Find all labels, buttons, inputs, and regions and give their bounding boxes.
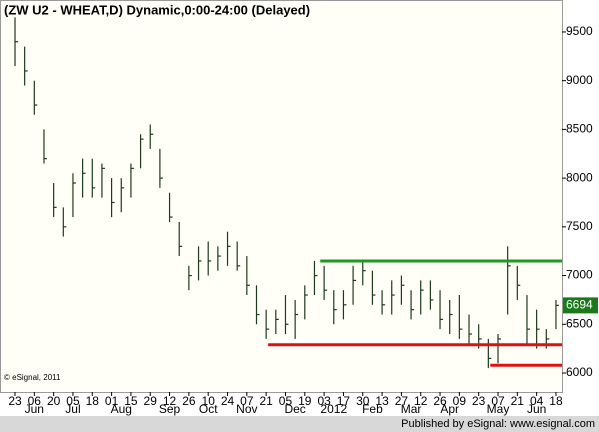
- x-tick-label: 26: [182, 394, 196, 408]
- y-tick-label: 8000: [566, 170, 593, 184]
- month-label: Mar: [401, 402, 422, 416]
- x-tick-label: 09: [453, 394, 467, 408]
- x-tick-label: 18: [549, 394, 563, 408]
- y-tick-label: 6500: [566, 316, 593, 330]
- x-tick-label: 21: [511, 394, 525, 408]
- x-tick-label: 07: [240, 394, 254, 408]
- month-label: Oct: [199, 402, 218, 416]
- x-tick-label: 23: [472, 394, 486, 408]
- x-tick-label: 04: [530, 394, 544, 408]
- last-price-label: 6694: [566, 298, 593, 312]
- x-tick-label: 07: [491, 394, 505, 408]
- x-tick-label: 21: [259, 394, 273, 408]
- chart-title: (ZW U2 - WHEAT,D) Dynamic,0:00-24:00 (De…: [4, 2, 310, 17]
- x-tick-label: 26: [433, 394, 447, 408]
- x-tick-label: 19: [298, 394, 312, 408]
- y-tick-label: 7000: [566, 268, 593, 282]
- y-tick-label: 6000: [566, 365, 593, 379]
- x-tick-label: 13: [375, 394, 389, 408]
- x-tick-label: 18: [86, 394, 100, 408]
- x-tick-label: 12: [163, 394, 177, 408]
- month-label: Jul: [65, 402, 80, 416]
- x-tick-label: 05: [279, 394, 293, 408]
- x-tick-label: 24: [221, 394, 235, 408]
- x-tick-label: 05: [66, 394, 80, 408]
- y-tick-label: 7500: [566, 219, 593, 233]
- x-tick-label: 29: [144, 394, 158, 408]
- month-label: Jun: [527, 402, 546, 416]
- x-tick-label: 12: [414, 394, 428, 408]
- month-label: Nov: [236, 402, 257, 416]
- y-tick-label: 9500: [566, 24, 593, 38]
- footer-bar: [0, 416, 599, 432]
- x-tick-label: 01: [105, 394, 119, 408]
- footer: Published by eSignal: www.esignal.com: [401, 418, 595, 430]
- copyright: © eSignal, 2011: [4, 373, 61, 382]
- last-price-box: [563, 297, 598, 314]
- month-label: Apr: [440, 402, 459, 416]
- month-label: Sep: [159, 402, 181, 416]
- y-tick-label: 8500: [566, 122, 593, 136]
- x-tick-label: 03: [317, 394, 331, 408]
- month-label: Feb: [362, 402, 383, 416]
- x-tick-label: 27: [395, 394, 409, 408]
- x-tick-label: 15: [124, 394, 138, 408]
- month-label: 2012: [320, 402, 347, 416]
- x-tick-label: 30: [356, 394, 370, 408]
- x-tick-label: 06: [28, 394, 42, 408]
- y-tick-label: 9000: [566, 73, 593, 87]
- month-label: Dec: [284, 402, 305, 416]
- x-tick-label: 10: [202, 394, 216, 408]
- month-label: May: [487, 402, 510, 416]
- month-label: Jun: [25, 402, 44, 416]
- x-tick-label: 20: [47, 394, 61, 408]
- x-tick-label: 23: [8, 394, 22, 408]
- month-label: Aug: [111, 402, 132, 416]
- x-tick-label: 17: [337, 394, 351, 408]
